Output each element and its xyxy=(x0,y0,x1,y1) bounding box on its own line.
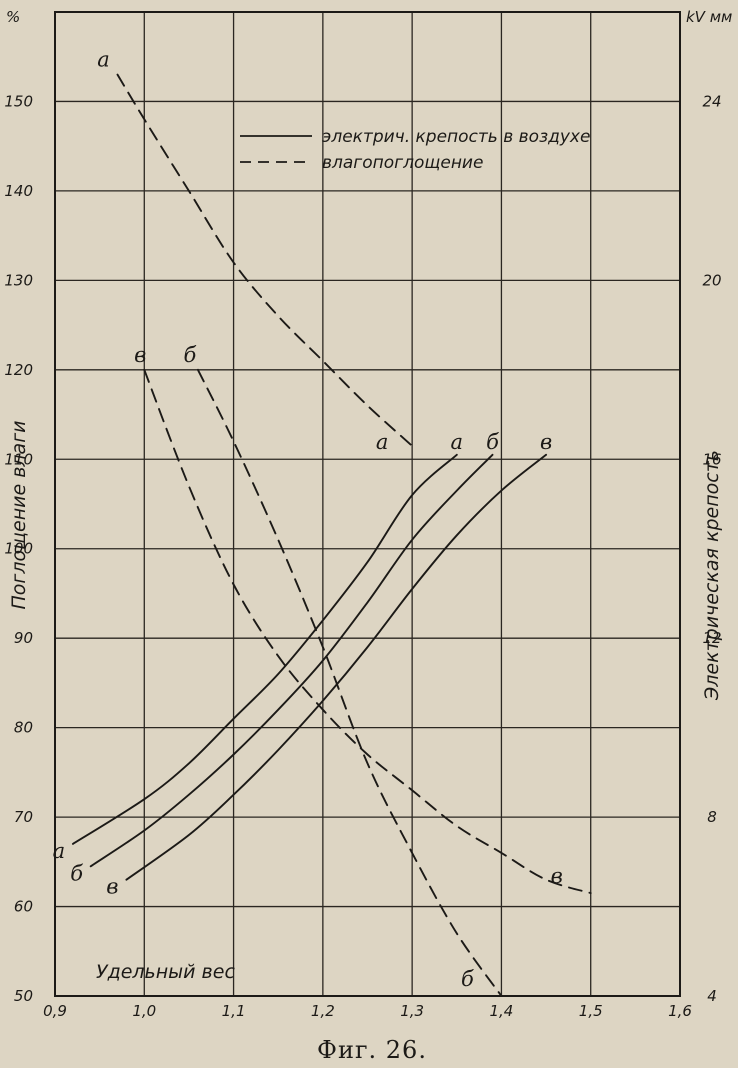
x-tick-label: 1,4 xyxy=(489,1002,513,1020)
y-right-tick-label: 12 xyxy=(702,629,721,647)
y-left-tick-label: 110 xyxy=(4,450,33,468)
legend: электрич. крепость в воздухе влагопоглощ… xyxy=(240,127,590,173)
moisture-curve-label-end-v: в xyxy=(551,864,563,888)
strength-curve-label-end-b: б xyxy=(486,430,499,454)
y-left-tick-label: 130 xyxy=(4,271,33,289)
strength-curve-v xyxy=(125,453,548,881)
moisture-curve-label-start-v: в xyxy=(134,343,146,367)
moisture-curve-b xyxy=(196,368,503,997)
y-left-axis-title: Поглощение влаги xyxy=(8,420,30,609)
y-right-tick-label: 8 xyxy=(707,808,717,826)
x-tick-label: 1,5 xyxy=(579,1002,603,1020)
figure-caption: Фиг. 26. xyxy=(317,1036,427,1064)
legend-entry-moisture: влагопоглощение xyxy=(322,153,483,173)
right-unit-label: kV мм xyxy=(686,8,732,26)
x-tick-label: 0,9 xyxy=(43,1002,67,1020)
moisture-curve-label-end-b: б xyxy=(461,967,474,991)
moisture-curve-label-start-b: б xyxy=(183,343,196,367)
y-left-tick-label: 120 xyxy=(4,361,33,379)
x-tick-labels: 0,9 1,0 1,1 1,2 1,3 1,4 1,5 1,6 xyxy=(43,1002,692,1020)
y-right-axis-title: Электрическая крепость xyxy=(701,450,723,701)
x-axis-title: Удельный вес xyxy=(96,961,235,983)
strength-curve-label-start-v: в xyxy=(106,875,118,899)
y-left-tick-label: 140 xyxy=(4,182,33,200)
y-left-tick-label: 100 xyxy=(4,540,33,558)
y-left-tick-label: 70 xyxy=(14,808,33,826)
y-right-tick-label: 16 xyxy=(702,450,721,468)
plot-frame xyxy=(54,11,681,997)
y-left-tick-label: 150 xyxy=(4,92,33,110)
strength-curve-a xyxy=(71,453,458,845)
x-tick-label: 1,3 xyxy=(400,1002,424,1020)
strength-curve-label-start-a: а xyxy=(53,839,66,863)
strength-curve-label-start-b: б xyxy=(70,861,83,885)
legend-entry-strength: электрич. крепость в воздухе xyxy=(322,127,590,147)
moisture-curve-label-start-a: а xyxy=(97,48,110,72)
moisture-curve-a xyxy=(116,73,414,447)
x-tick-label: 1,1 xyxy=(222,1002,246,1020)
y-right-tick-label: 24 xyxy=(702,92,721,110)
y-left-tick-label: 60 xyxy=(14,898,33,916)
y-right-tick-label: 4 xyxy=(707,987,717,1005)
moisture-curve-v xyxy=(143,368,592,895)
y-left-tick-label: 80 xyxy=(14,719,33,737)
y-left-tick-label: 90 xyxy=(14,629,33,647)
y-left-tick-labels: 50 60 70 80 90 100 110 120 130 140 150 xyxy=(4,92,33,1005)
left-unit-label: % xyxy=(6,8,20,26)
y-right-tick-label: 20 xyxy=(702,271,721,289)
moisture-curve-label-end-a: а xyxy=(376,430,389,454)
series-lines xyxy=(71,73,592,997)
y-left-tick-label: 50 xyxy=(14,987,33,1005)
y-right-tick-labels: 4 8 12 16 20 24 xyxy=(702,92,721,1005)
strength-curve-label-end-v: в xyxy=(540,430,552,454)
x-tick-label: 1,2 xyxy=(311,1002,335,1020)
strength-curve-label-end-a: а xyxy=(451,430,464,454)
x-tick-label: 1,0 xyxy=(132,1002,156,1020)
strength-curve-b xyxy=(89,453,494,868)
x-tick-label: 1,6 xyxy=(668,1002,692,1020)
